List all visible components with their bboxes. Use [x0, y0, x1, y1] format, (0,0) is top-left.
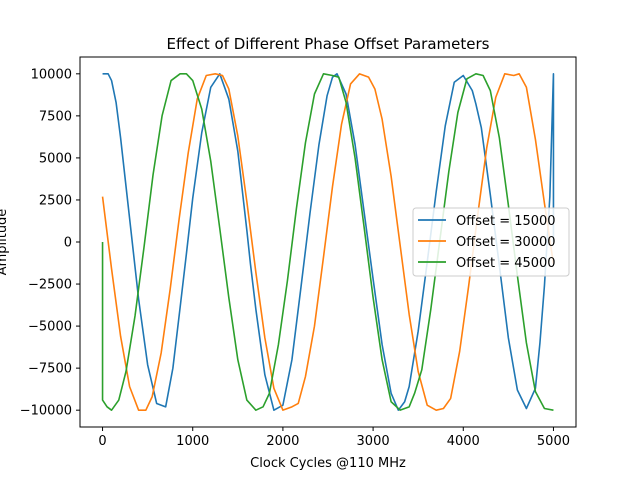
x-axis-label: Clock Cycles @110 MHz	[250, 456, 406, 471]
legend-box	[412, 207, 570, 277]
x-tick-label: 2000	[266, 434, 299, 449]
legend: Offset = 15000 Offset = 30000 Offset = 4…	[412, 207, 570, 277]
x-tick-label: 1000	[176, 434, 209, 449]
y-tick-label: 0	[64, 236, 72, 251]
plot-area: 0 1000 2000 3000 4000 5000 −10000 −7500 −5000 −2…	[20, 56, 577, 449]
legend-label-offset-30000: Offset = 30000	[456, 235, 556, 250]
x-tick-label: 0	[98, 434, 106, 449]
y-tick-label: 10000	[31, 67, 72, 82]
x-axis-ticks: 0 1000 2000 3000 4000 5000	[98, 427, 570, 449]
legend-label-offset-45000: Offset = 45000	[456, 256, 556, 271]
y-tick-label: 7500	[39, 109, 72, 124]
series-line-offset-15000	[102, 73, 555, 411]
series-line-offset-30000	[101, 73, 555, 411]
y-tick-label: −7500	[28, 362, 72, 377]
x-tick-label: 5000	[537, 434, 570, 449]
legend-label-offset-15000: Offset = 15000	[456, 214, 556, 229]
y-tick-label: 5000	[39, 151, 72, 166]
chart-title: Effect of Different Phase Offset Paramet…	[167, 35, 490, 53]
x-tick-label: 4000	[447, 434, 480, 449]
y-axis-ticks: −10000 −7500 −5000 −2500 0 2500 5000 7500 10000	[20, 67, 80, 419]
x-tick-label: 3000	[357, 434, 390, 449]
y-tick-label: −2500	[28, 278, 72, 293]
y-tick-label: 2500	[39, 193, 72, 208]
y-tick-label: −10000	[20, 404, 72, 419]
y-axis-label: Amplitude	[0, 209, 10, 276]
series-layer	[101, 73, 555, 411]
y-tick-label: −5000	[28, 320, 72, 335]
series-line-offset-45000	[101, 73, 554, 411]
